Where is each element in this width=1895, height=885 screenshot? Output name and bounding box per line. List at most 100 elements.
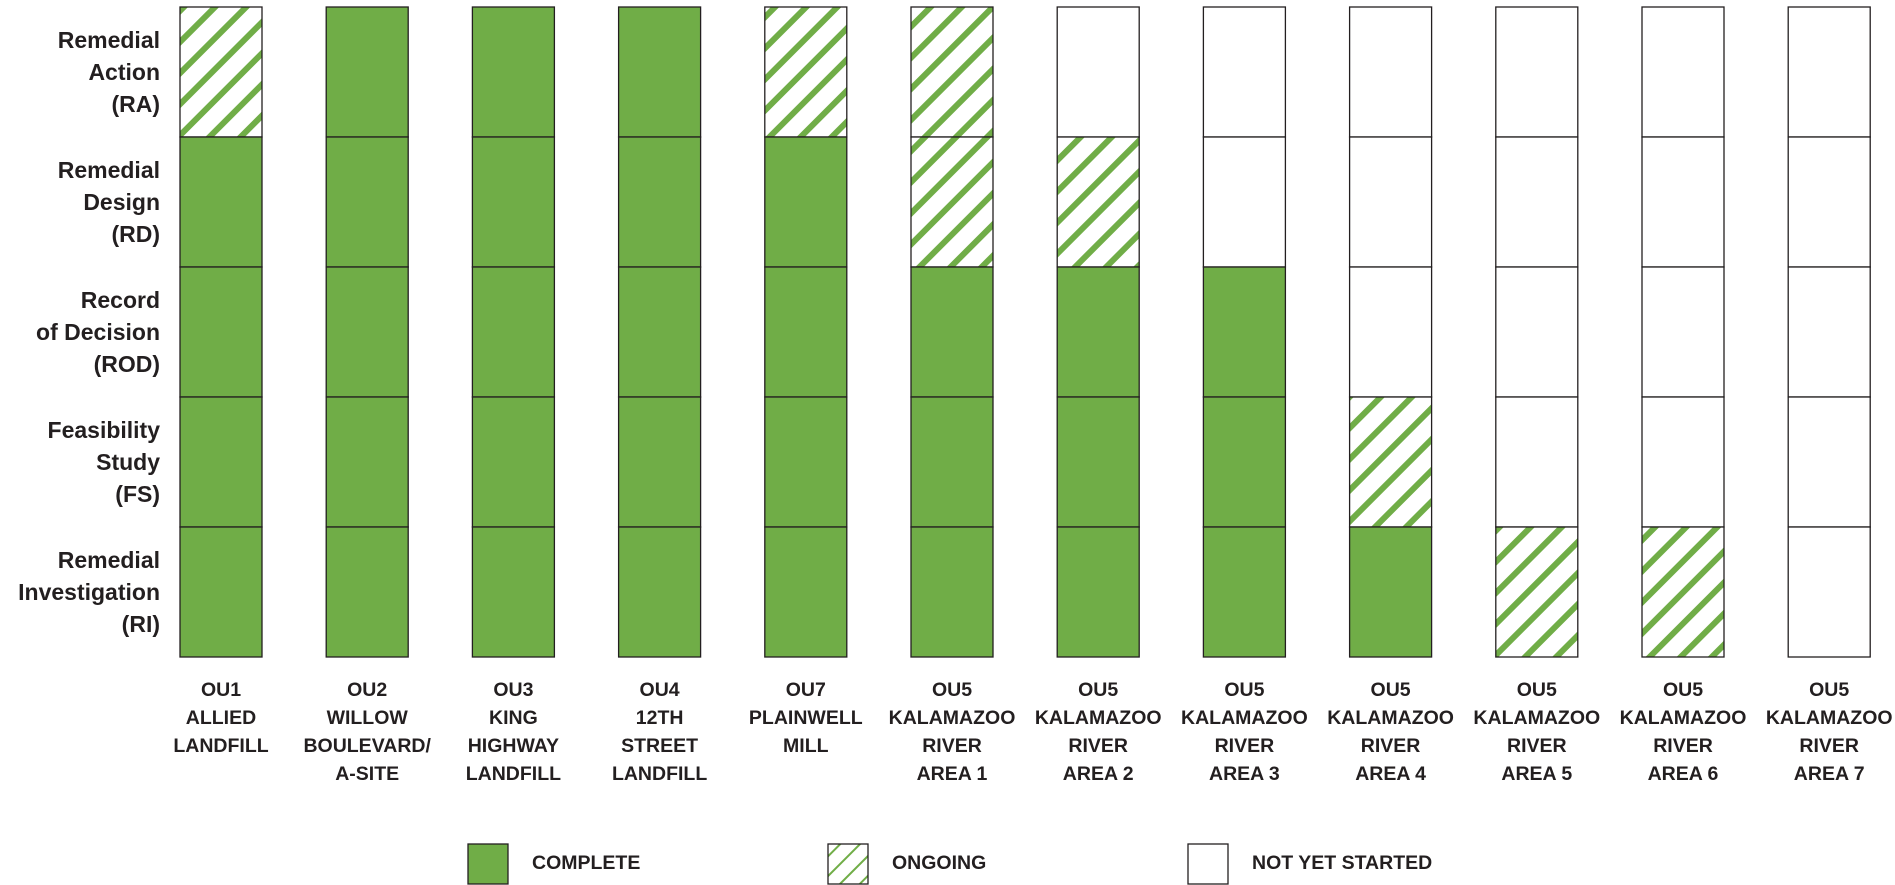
cell-3-ra-complete — [471, 6, 556, 138]
cell-10-ri-ongoing — [1495, 526, 1579, 658]
cell-5-rd-complete — [764, 136, 848, 268]
unit-label-line: LANDFILL — [173, 735, 269, 757]
phase-label-fs: Feasibility Study (FS) — [48, 414, 160, 510]
cell-8-rod-complete — [1202, 266, 1287, 398]
unit-label-line: OU5 — [1809, 679, 1850, 701]
phase-label-line: Remedial — [57, 27, 160, 53]
unit-label-line: KALAMAZOO — [888, 707, 1016, 729]
unit-label-7: OU5 KALAMAZOO RIVER AREA 2 — [1023, 676, 1173, 788]
phase-label-ra: Remedial Action (RA) — [58, 24, 160, 120]
unit-label-line: OU5 — [1078, 679, 1119, 701]
phase-label-line: (RD) — [111, 221, 160, 247]
cell-8-fs-complete — [1202, 396, 1287, 528]
cell-6-fs-complete — [910, 396, 994, 528]
legend-label-not-started: NOT YET STARTED — [1252, 852, 1433, 874]
chart-grid — [179, 6, 1871, 658]
unit-label-line: RIVER — [1214, 735, 1275, 757]
cell-7-ra-not-started — [1056, 6, 1140, 138]
unit-label-line: OU1 — [200, 679, 242, 701]
cell-1-rod-complete — [179, 266, 263, 398]
cell-2-ra-complete — [325, 6, 409, 138]
unit-label-5: OU7 PLAINWELL MILL — [731, 676, 881, 760]
unit-label-3: OU3 KING HIGHWAY LANDFILL — [438, 676, 588, 788]
cell-4-rod-complete — [617, 266, 702, 398]
cell-3-rod-complete — [471, 266, 556, 398]
unit-label-2: OU2 WILLOW BOULEVARD/A-SITE — [292, 676, 442, 788]
unit-label-line: ALLIED — [185, 707, 257, 729]
cell-9-rod-not-started — [1348, 266, 1433, 398]
unit-label-line: KING — [489, 707, 538, 729]
unit-label-line: KALAMAZOO — [1327, 707, 1454, 729]
cell-7-rod-complete — [1056, 266, 1140, 398]
cell-8-ri-complete — [1202, 526, 1287, 658]
phase-label-line: Investigation — [18, 579, 160, 605]
unit-label-line: AREA 4 — [1355, 763, 1426, 785]
cell-10-rd-not-started — [1495, 136, 1579, 268]
unit-label-11: OU5 KALAMAZOO RIVER AREA 6 — [1608, 676, 1758, 788]
cell-5-ri-complete — [764, 526, 848, 658]
cell-4-ra-complete — [617, 6, 702, 138]
unit-label-9: OU5 KALAMAZOO RIVER AREA 4 — [1316, 676, 1466, 788]
unit-label-line: AREA 2 — [1062, 763, 1134, 785]
unit-label-line: HIGHWAY — [467, 735, 560, 757]
phase-label-line: Record — [80, 287, 160, 313]
cell-3-fs-complete — [471, 396, 556, 528]
phase-label-line: Remedial — [57, 547, 160, 573]
unit-label-line: 12TH — [635, 707, 684, 729]
cell-11-ra-not-started — [1641, 6, 1725, 138]
cell-2-fs-complete — [325, 396, 409, 528]
unit-label-line: AREA 7 — [1793, 763, 1865, 785]
legend — [467, 843, 1229, 885]
unit-label-line: RIVER — [1360, 735, 1421, 757]
cell-12-rod-not-started — [1787, 266, 1871, 398]
cell-6-ri-complete — [910, 526, 994, 658]
unit-label-line: KALAMAZOO — [1765, 707, 1893, 729]
unit-label-line: STREET — [621, 735, 699, 757]
unit-label-line: PLAINWELL — [748, 707, 863, 729]
cell-8-ra-not-started — [1202, 6, 1287, 138]
cell-7-rd-ongoing — [1056, 136, 1140, 268]
phase-label-line: Design — [83, 189, 160, 215]
cell-12-rd-not-started — [1787, 136, 1871, 268]
cell-11-ri-ongoing — [1641, 526, 1725, 658]
phase-label-line: (ROD) — [93, 351, 160, 377]
unit-label-line: OU5 — [931, 679, 973, 701]
cell-9-ra-not-started — [1348, 6, 1433, 138]
cell-6-rd-ongoing — [910, 136, 994, 268]
cell-2-rd-complete — [325, 136, 409, 268]
phase-label-line: (FS) — [115, 481, 160, 507]
unit-label-line: OU5 — [1662, 679, 1704, 701]
phase-label-line: of Decision — [36, 319, 160, 345]
unit-label-line: KALAMAZOO — [1034, 707, 1162, 729]
cell-9-rd-not-started — [1348, 136, 1433, 268]
cell-10-fs-not-started — [1495, 396, 1579, 528]
legend-swatch-complete — [467, 843, 509, 885]
unit-label-line: RIVER — [1068, 735, 1128, 757]
legend-label-complete: COMPLETE — [532, 852, 641, 874]
phase-label-rod: Record of Decision (ROD) — [36, 284, 160, 380]
unit-label-line: OU5 — [1516, 679, 1557, 701]
unit-label-line: KALAMAZOO — [1181, 707, 1308, 729]
cell-2-ri-complete — [325, 526, 409, 658]
cell-4-rd-complete — [617, 136, 702, 268]
cell-9-fs-ongoing — [1348, 396, 1433, 528]
unit-label-line: LANDFILL — [465, 763, 562, 785]
unit-label-line: AREA 5 — [1501, 763, 1573, 785]
cell-7-ri-complete — [1056, 526, 1140, 658]
unit-label-line: AREA 6 — [1647, 763, 1719, 785]
cell-10-rod-not-started — [1495, 266, 1579, 398]
unit-label-line: BOULEVARD/ — [303, 735, 431, 757]
cell-5-rod-complete — [764, 266, 848, 398]
cell-12-ri-not-started — [1787, 526, 1871, 658]
legend-swatch-not-started — [1187, 843, 1229, 885]
unit-label-line: KALAMAZOO — [1473, 707, 1601, 729]
unit-label-line: OU4 — [639, 679, 680, 701]
cell-2-rod-complete — [325, 266, 409, 398]
unit-label-line: OU7 — [785, 679, 826, 701]
cell-12-ra-not-started — [1787, 6, 1871, 138]
unit-label-line: RIVER — [1799, 735, 1859, 757]
unit-label-6: OU5 KALAMAZOO RIVER AREA 1 — [877, 676, 1027, 788]
cell-1-ri-complete — [179, 526, 263, 658]
cell-12-fs-not-started — [1787, 396, 1871, 528]
unit-label-1: OU1 ALLIED LANDFILL — [146, 676, 296, 760]
